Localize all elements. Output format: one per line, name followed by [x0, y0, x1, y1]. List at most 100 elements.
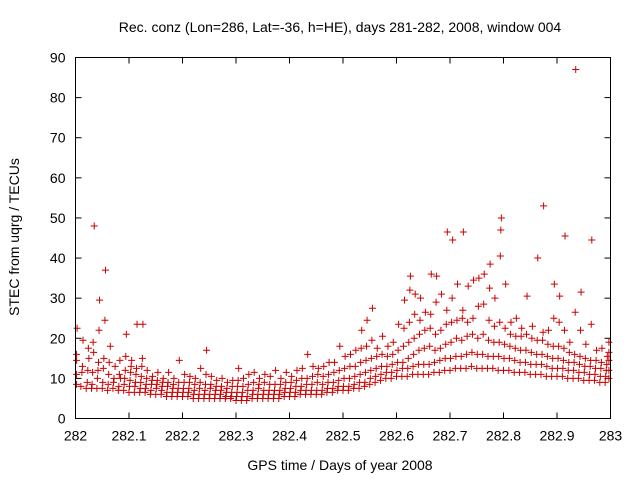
data-point [605, 374, 613, 382]
data-point [389, 338, 397, 346]
data-point [132, 364, 140, 372]
data-point [400, 324, 408, 332]
data-point [425, 360, 433, 368]
data-point [527, 348, 535, 356]
data-point [89, 338, 97, 346]
data-point [528, 334, 536, 342]
data-point [458, 314, 466, 322]
data-point [341, 352, 349, 360]
chart-title: Rec. conz (Lon=286, Lat=-36, h=HE), days… [119, 19, 562, 35]
data-point [436, 344, 444, 352]
data-point [184, 388, 192, 396]
data-point [291, 388, 299, 396]
data-point [426, 324, 434, 332]
data-point [457, 352, 465, 360]
y-tick-label: 60 [50, 170, 66, 186]
data-point [517, 332, 525, 340]
data-point [73, 370, 81, 378]
data-point [109, 384, 117, 392]
data-point [351, 372, 359, 380]
y-tick-label: 0 [58, 411, 66, 427]
data-point [581, 354, 589, 362]
data-point [143, 366, 151, 374]
data-point [120, 380, 128, 388]
data-point [275, 394, 283, 402]
data-point [411, 310, 419, 318]
data-point [571, 350, 579, 358]
data-point [126, 376, 134, 384]
data-point [362, 356, 370, 364]
data-point [522, 346, 530, 354]
data-point [298, 364, 306, 372]
data-point [202, 370, 210, 378]
data-point [345, 382, 353, 390]
x-tick-label: 282 [64, 428, 88, 444]
data-point [582, 340, 590, 348]
data-point [346, 350, 354, 358]
data-point [190, 386, 198, 394]
data-point [152, 384, 160, 392]
data-points [73, 66, 613, 404]
data-point [459, 228, 467, 236]
data-point [165, 368, 173, 376]
data-point [383, 362, 391, 370]
data-point [480, 270, 488, 278]
data-point [314, 364, 322, 372]
data-point [250, 368, 258, 376]
data-point [463, 350, 471, 358]
data-point [105, 358, 113, 366]
data-point [319, 372, 327, 380]
data-point [138, 362, 146, 370]
data-point [73, 380, 81, 388]
data-point [448, 294, 456, 302]
data-point [401, 296, 409, 304]
x-tick-label: 282.4 [272, 428, 307, 444]
data-point [410, 350, 418, 358]
data-point [287, 384, 295, 392]
data-point [115, 382, 123, 390]
data-point [255, 380, 263, 388]
data-point [318, 386, 326, 394]
data-point [357, 358, 365, 366]
data-point [272, 366, 280, 374]
data-point [537, 360, 545, 368]
data-point [605, 366, 613, 374]
data-point [367, 366, 375, 374]
data-point [95, 358, 103, 366]
data-point [238, 388, 246, 396]
data-point [149, 372, 157, 380]
data-point [142, 384, 150, 392]
data-point [426, 342, 434, 350]
data-point [495, 352, 503, 360]
data-point [565, 348, 573, 356]
data-point [73, 356, 81, 364]
data-point [415, 346, 423, 354]
data-point [147, 386, 155, 394]
data-point [368, 304, 376, 312]
data-point [528, 322, 536, 330]
data-point [309, 362, 317, 370]
data-point [470, 276, 478, 284]
data-point [73, 324, 81, 332]
data-point [558, 372, 566, 380]
data-point [127, 362, 135, 370]
data-point [409, 362, 417, 370]
data-point [185, 378, 193, 386]
data-point [159, 374, 167, 382]
data-point [601, 378, 609, 386]
data-point [153, 376, 161, 384]
data-point [496, 252, 504, 260]
data-point [388, 360, 396, 368]
data-point [373, 352, 381, 360]
data-point [458, 336, 466, 344]
data-point [597, 358, 605, 366]
data-point [132, 370, 140, 378]
data-point [185, 384, 193, 392]
data-point [98, 384, 106, 392]
data-point [83, 378, 91, 386]
data-point [437, 326, 445, 334]
data-point [376, 376, 384, 384]
data-point [318, 390, 326, 398]
data-point [291, 392, 299, 400]
data-point [288, 372, 296, 380]
